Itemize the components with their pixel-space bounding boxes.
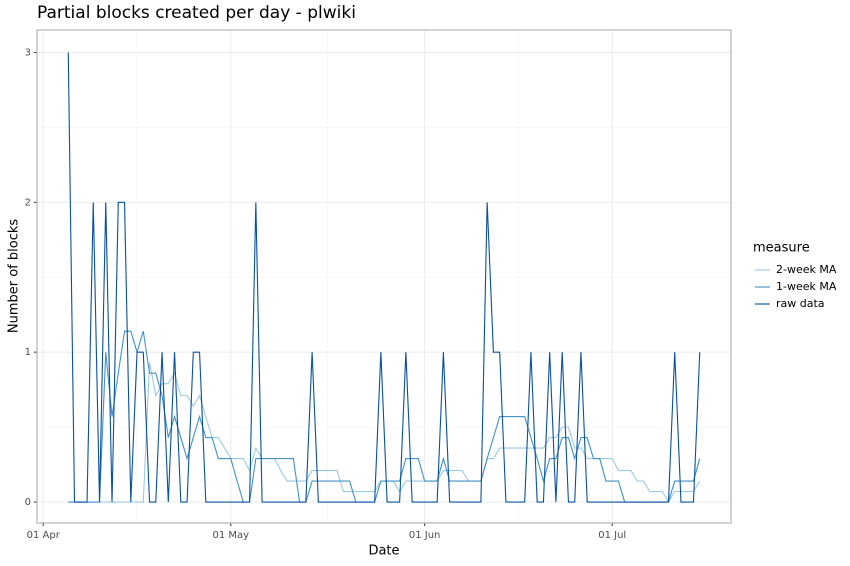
y-tick-label: 1	[25, 347, 31, 358]
legend-label: 1-week MA	[776, 280, 837, 293]
series-line	[67, 52, 701, 503]
x-tick-label: 01 Jul	[598, 530, 626, 541]
plot-border	[36, 29, 732, 524]
y-axis-title: Number of blocks	[7, 219, 22, 334]
legend-label: raw data	[776, 297, 825, 310]
x-tick-label: 01 Apr	[27, 530, 61, 541]
x-tick-label: 01 May	[213, 530, 250, 541]
y-tick-label: 3	[25, 47, 31, 58]
y-tick-label: 0	[25, 497, 31, 508]
x-tick-label: 01 Jun	[409, 530, 441, 541]
chart-title: Partial blocks created per day - plwiki	[37, 3, 356, 23]
legend-title: measure	[753, 241, 810, 256]
y-tick-label: 2	[25, 197, 31, 208]
x-axis-title: Date	[368, 544, 399, 559]
series-line	[68, 330, 701, 503]
legend-label: 2-week MA	[776, 263, 837, 276]
